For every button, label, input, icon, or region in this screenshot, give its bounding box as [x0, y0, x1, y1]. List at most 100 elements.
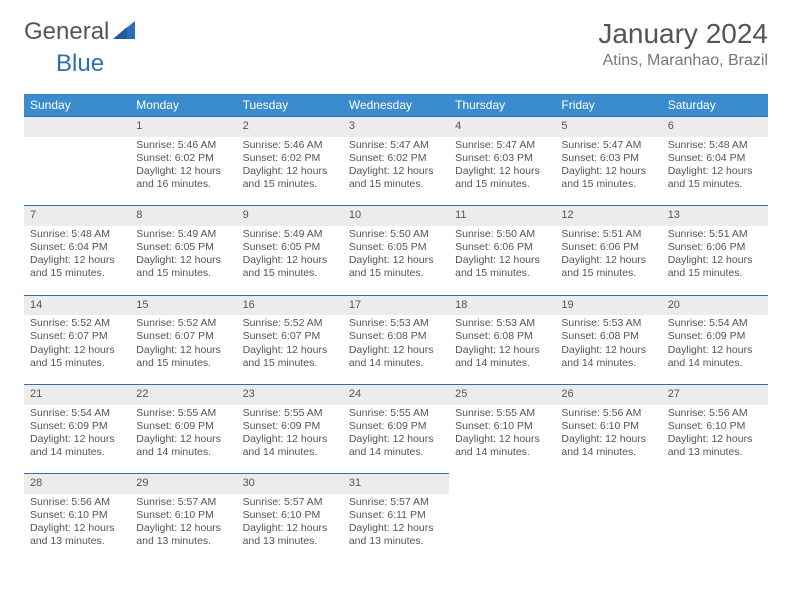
day-info: Sunrise: 5:53 AMSunset: 6:08 PMDaylight:… [555, 315, 661, 378]
day-cell-number: 1 [130, 116, 236, 137]
day-cell-number: 26 [555, 384, 661, 405]
day-info: Sunrise: 5:52 AMSunset: 6:07 PMDaylight:… [237, 315, 343, 378]
day-info-line: Daylight: 12 hours [30, 522, 124, 535]
day-cell-info: Sunrise: 5:53 AMSunset: 6:08 PMDaylight:… [555, 315, 661, 378]
day-info-line: Sunrise: 5:53 AM [455, 317, 549, 330]
day-info: Sunrise: 5:47 AMSunset: 6:03 PMDaylight:… [555, 137, 661, 200]
day-cell-number: 9 [237, 205, 343, 226]
day-info-line: Sunrise: 5:55 AM [349, 407, 443, 420]
day-info-line: Sunrise: 5:56 AM [561, 407, 655, 420]
weekday-header: Monday [130, 94, 236, 116]
day-info: Sunrise: 5:54 AMSunset: 6:09 PMDaylight:… [662, 315, 768, 378]
day-info-line: and 15 minutes. [561, 178, 655, 191]
day-number: 16 [237, 295, 343, 316]
day-info-line: and 15 minutes. [349, 178, 443, 191]
day-cell-info: Sunrise: 5:56 AMSunset: 6:10 PMDaylight:… [662, 405, 768, 468]
dayinfo-row: Sunrise: 5:54 AMSunset: 6:09 PMDaylight:… [24, 405, 768, 468]
title-block: January 2024 Atins, Maranhao, Brazil [598, 18, 768, 70]
day-number: 7 [24, 205, 130, 226]
day-info-line: and 15 minutes. [455, 178, 549, 191]
day-info-line: Sunrise: 5:54 AM [30, 407, 124, 420]
location-subtitle: Atins, Maranhao, Brazil [598, 52, 768, 70]
day-cell-info: Sunrise: 5:48 AMSunset: 6:04 PMDaylight:… [662, 137, 768, 200]
day-number: 12 [555, 205, 661, 226]
weekday-header: Saturday [662, 94, 768, 116]
day-info-line: Sunrise: 5:52 AM [30, 317, 124, 330]
day-info-line: Sunrise: 5:51 AM [668, 228, 762, 241]
day-info-line: Sunset: 6:04 PM [668, 152, 762, 165]
logo-text-part1: General [24, 18, 109, 46]
day-number: 21 [24, 384, 130, 405]
day-info-line: Sunrise: 5:51 AM [561, 228, 655, 241]
day-info-line: and 15 minutes. [561, 267, 655, 280]
day-cell-info [662, 494, 768, 557]
day-cell-number: 19 [555, 295, 661, 316]
day-info-line: Sunset: 6:09 PM [136, 420, 230, 433]
day-info-line: Sunset: 6:09 PM [30, 420, 124, 433]
day-info: Sunrise: 5:46 AMSunset: 6:02 PMDaylight:… [237, 137, 343, 200]
day-info: Sunrise: 5:55 AMSunset: 6:09 PMDaylight:… [237, 405, 343, 468]
day-info-line: Daylight: 12 hours [349, 522, 443, 535]
daynum-row: 21222324252627 [24, 384, 768, 405]
day-info-line: Sunset: 6:11 PM [349, 509, 443, 522]
day-info-line: Sunrise: 5:55 AM [243, 407, 337, 420]
day-info-line: Sunset: 6:10 PM [561, 420, 655, 433]
day-info-line: Sunset: 6:03 PM [455, 152, 549, 165]
day-info-line: Sunrise: 5:49 AM [243, 228, 337, 241]
day-info-line: Daylight: 12 hours [243, 522, 337, 535]
day-info-line: Sunset: 6:02 PM [349, 152, 443, 165]
day-info [662, 494, 768, 504]
day-info-line: Sunrise: 5:56 AM [668, 407, 762, 420]
day-number: 1 [130, 116, 236, 137]
day-cell-info: Sunrise: 5:49 AMSunset: 6:05 PMDaylight:… [130, 226, 236, 289]
day-info-line: Daylight: 12 hours [136, 165, 230, 178]
logo-triangle-icon [113, 21, 135, 44]
day-info-line: and 14 minutes. [136, 446, 230, 459]
day-info-line: Daylight: 12 hours [243, 344, 337, 357]
day-info-line: Sunset: 6:08 PM [349, 330, 443, 343]
day-info: Sunrise: 5:56 AMSunset: 6:10 PMDaylight:… [24, 494, 130, 557]
day-info-line: Sunrise: 5:57 AM [349, 496, 443, 509]
day-info-line: Sunset: 6:04 PM [30, 241, 124, 254]
day-info-line: Daylight: 12 hours [561, 433, 655, 446]
day-info-line: and 16 minutes. [136, 178, 230, 191]
day-info: Sunrise: 5:57 AMSunset: 6:10 PMDaylight:… [237, 494, 343, 557]
day-number: 22 [130, 384, 236, 405]
day-info-line: and 14 minutes. [668, 357, 762, 370]
day-cell-info: Sunrise: 5:46 AMSunset: 6:02 PMDaylight:… [237, 137, 343, 200]
day-number: 23 [237, 384, 343, 405]
day-cell-number: 31 [343, 473, 449, 494]
dayinfo-row: Sunrise: 5:48 AMSunset: 6:04 PMDaylight:… [24, 226, 768, 289]
day-info-line: and 13 minutes. [668, 446, 762, 459]
day-info-line: Sunrise: 5:53 AM [349, 317, 443, 330]
day-cell-number [24, 116, 130, 137]
day-number: 2 [237, 116, 343, 137]
day-info-line: Daylight: 12 hours [30, 433, 124, 446]
day-number: 6 [662, 116, 768, 137]
day-cell-info: Sunrise: 5:52 AMSunset: 6:07 PMDaylight:… [237, 315, 343, 378]
day-number: 4 [449, 116, 555, 137]
day-info-line: and 15 minutes. [668, 178, 762, 191]
day-info-line: Sunrise: 5:55 AM [136, 407, 230, 420]
day-cell-number: 5 [555, 116, 661, 137]
day-info-line: Sunrise: 5:57 AM [136, 496, 230, 509]
day-number: 8 [130, 205, 236, 226]
day-cell-info: Sunrise: 5:57 AMSunset: 6:10 PMDaylight:… [130, 494, 236, 557]
day-number: 15 [130, 295, 236, 316]
day-info-line: Sunset: 6:10 PM [243, 509, 337, 522]
day-info-line: Sunset: 6:09 PM [243, 420, 337, 433]
day-info-line: Daylight: 12 hours [349, 165, 443, 178]
logo: General [24, 18, 137, 46]
day-cell-number: 20 [662, 295, 768, 316]
day-info-line: Sunrise: 5:56 AM [30, 496, 124, 509]
day-cell-number: 13 [662, 205, 768, 226]
day-info-line: Sunset: 6:09 PM [668, 330, 762, 343]
day-info: Sunrise: 5:54 AMSunset: 6:09 PMDaylight:… [24, 405, 130, 468]
day-number: 10 [343, 205, 449, 226]
weekday-header: Thursday [449, 94, 555, 116]
day-info-line: Sunrise: 5:54 AM [668, 317, 762, 330]
day-number: 24 [343, 384, 449, 405]
day-info: Sunrise: 5:52 AMSunset: 6:07 PMDaylight:… [24, 315, 130, 378]
day-cell-number [555, 473, 661, 494]
day-info-line: and 13 minutes. [30, 535, 124, 548]
